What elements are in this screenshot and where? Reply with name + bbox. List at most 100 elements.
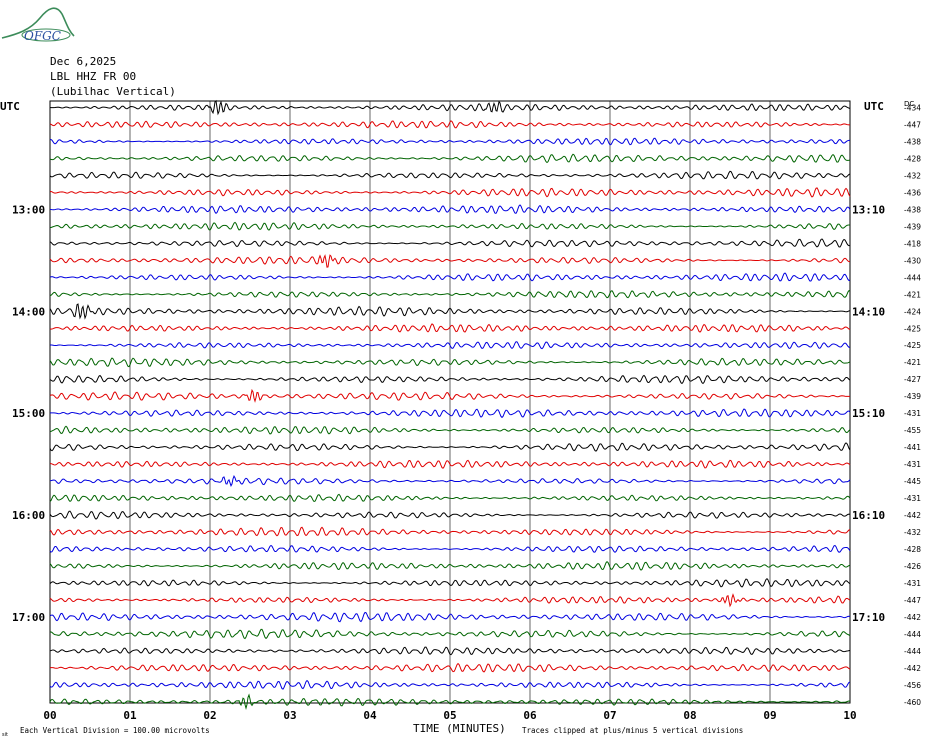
x-tick-label: 01 <box>123 709 137 722</box>
trace-row-35 <box>49 693 851 711</box>
left-time-label: 14:00 <box>12 305 45 318</box>
dc-offset-label: -444 <box>904 273 921 282</box>
dc-offset-label: -456 <box>904 681 921 690</box>
trace-row-11 <box>49 289 851 299</box>
dc-offset-label: -431 <box>904 409 921 418</box>
trace-row-19 <box>49 425 851 435</box>
x-tick-label: 09 <box>763 709 776 722</box>
dc-header: DC <box>904 100 914 108</box>
trace-row-0 <box>49 99 851 116</box>
right-time-label: 15:10 <box>852 407 885 420</box>
trace-row-17 <box>49 388 851 403</box>
x-tick-layer: 00 01 02 03 04 05 06 07 08 09 10 <box>43 709 856 722</box>
dc-offset-label: -441 <box>904 443 921 452</box>
dc-offset-label: -442 <box>904 511 921 520</box>
dc-offset-label: -432 <box>904 528 921 537</box>
dc-offset-label: -445 <box>904 477 921 486</box>
x-tick-label: 04 <box>363 709 377 722</box>
dc-offset-label: -432 <box>904 171 921 180</box>
dc-offset-label: -439 <box>904 392 921 401</box>
trace-row-31 <box>49 628 851 640</box>
x-tick-label: 05 <box>443 709 456 722</box>
trace-row-9 <box>49 254 851 268</box>
x-tick-label: 00 <box>43 709 56 722</box>
trace-row-29 <box>49 593 851 608</box>
trace-row-25 <box>49 526 851 537</box>
header-location: (Lubilhac Vertical) <box>50 85 176 98</box>
trace-row-7 <box>49 221 851 231</box>
trace-row-2 <box>49 137 851 146</box>
dc-offset-label: -421 <box>904 290 921 299</box>
dc-offset-label: -428 <box>904 154 921 163</box>
time-label-layer: 13:00 14:00 15:00 16:00 17:00 13:10 14:10 15:10… <box>12 203 885 624</box>
dc-offset-label: -438 <box>904 205 921 214</box>
grid-layer <box>49 100 851 704</box>
header-station: LBL HHZ FR 00 <box>50 70 136 83</box>
logo-swoosh-icon <box>1 7 75 39</box>
left-time-label: 13:00 <box>12 203 45 216</box>
trace-row-10 <box>49 272 851 282</box>
right-time-label: 14:10 <box>852 305 885 318</box>
dc-offset-label: -442 <box>904 664 921 673</box>
trace-row-33 <box>49 662 851 673</box>
trace-row-3 <box>49 153 851 164</box>
trace-row-4 <box>49 170 851 180</box>
trace-row-6 <box>49 204 851 214</box>
dc-offset-label: -439 <box>904 222 921 231</box>
dc-offset-label: -431 <box>904 494 921 503</box>
header-date: Dec 6,2025 <box>50 55 116 68</box>
x-tick-label: 06 <box>523 709 537 722</box>
dc-offset-label: -434 <box>904 104 921 113</box>
scale-note: Each Vertical Division = 100.00 microvol… <box>20 726 210 735</box>
x-tick-label: 07 <box>603 709 616 722</box>
trace-row-32 <box>49 646 851 656</box>
logo-ring-icon <box>21 28 71 42</box>
trace-row-16 <box>49 374 851 385</box>
dc-offset-label: -427 <box>904 375 921 384</box>
dc-offset-label: -428 <box>904 545 921 554</box>
trace-layer <box>49 99 851 711</box>
trace-row-21 <box>49 459 851 469</box>
dc-offset-label: -421 <box>904 358 921 367</box>
dc-offset-layer: -434 -447 -438 -428 -432 -436 -438 -439 -418 -430… <box>904 104 921 707</box>
x-tick-label: 10 <box>843 709 856 722</box>
dc-offset-label: -438 <box>904 138 921 147</box>
trace-row-5 <box>49 187 851 198</box>
left-time-label: 15:00 <box>12 407 45 420</box>
trace-row-15 <box>49 357 851 368</box>
dc-offset-label: -431 <box>904 460 921 469</box>
dc-offset-label: -418 <box>904 239 921 248</box>
ofgc-logo: OFGC <box>1 7 75 43</box>
dc-offset-label: -430 <box>904 256 921 265</box>
dc-offset-label: -431 <box>904 579 921 588</box>
dc-offset-label: -442 <box>904 613 921 622</box>
left-time-label: 16:00 <box>12 509 45 522</box>
trace-row-18 <box>49 408 851 419</box>
trace-row-28 <box>49 578 851 588</box>
trace-row-22 <box>49 474 851 487</box>
trace-row-8 <box>49 238 851 248</box>
right-axis-title: UTC <box>864 100 884 113</box>
dc-offset-label: -436 <box>904 188 921 197</box>
right-time-label: 13:10 <box>852 203 885 216</box>
trace-row-1 <box>49 120 851 129</box>
x-tick-label: 02 <box>203 709 216 722</box>
trace-row-12 <box>49 303 851 320</box>
dc-offset-label: -460 <box>904 698 921 707</box>
trace-row-20 <box>49 442 851 452</box>
x-tick-label: 08 <box>683 709 696 722</box>
dc-offset-label: -447 <box>904 596 921 605</box>
dc-offset-label: -444 <box>904 630 921 639</box>
trace-row-34 <box>49 679 851 690</box>
x-axis-label: TIME (MINUTES) <box>413 722 506 735</box>
dc-offset-label: -447 <box>904 121 921 130</box>
trace-row-23 <box>49 493 851 503</box>
clip-note: Traces clipped at plus/minus 5 vertical … <box>522 726 743 735</box>
right-time-label: 17:10 <box>852 611 885 624</box>
dc-offset-label: -425 <box>904 341 921 350</box>
dc-offset-label: -425 <box>904 324 921 333</box>
trace-row-26 <box>49 544 851 553</box>
left-axis-title: UTC <box>0 100 20 113</box>
left-time-label: 17:00 <box>12 611 45 624</box>
